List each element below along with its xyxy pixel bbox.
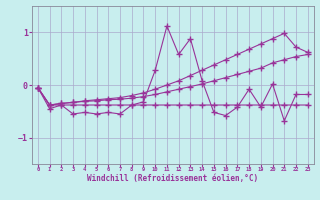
X-axis label: Windchill (Refroidissement éolien,°C): Windchill (Refroidissement éolien,°C) <box>87 174 258 183</box>
